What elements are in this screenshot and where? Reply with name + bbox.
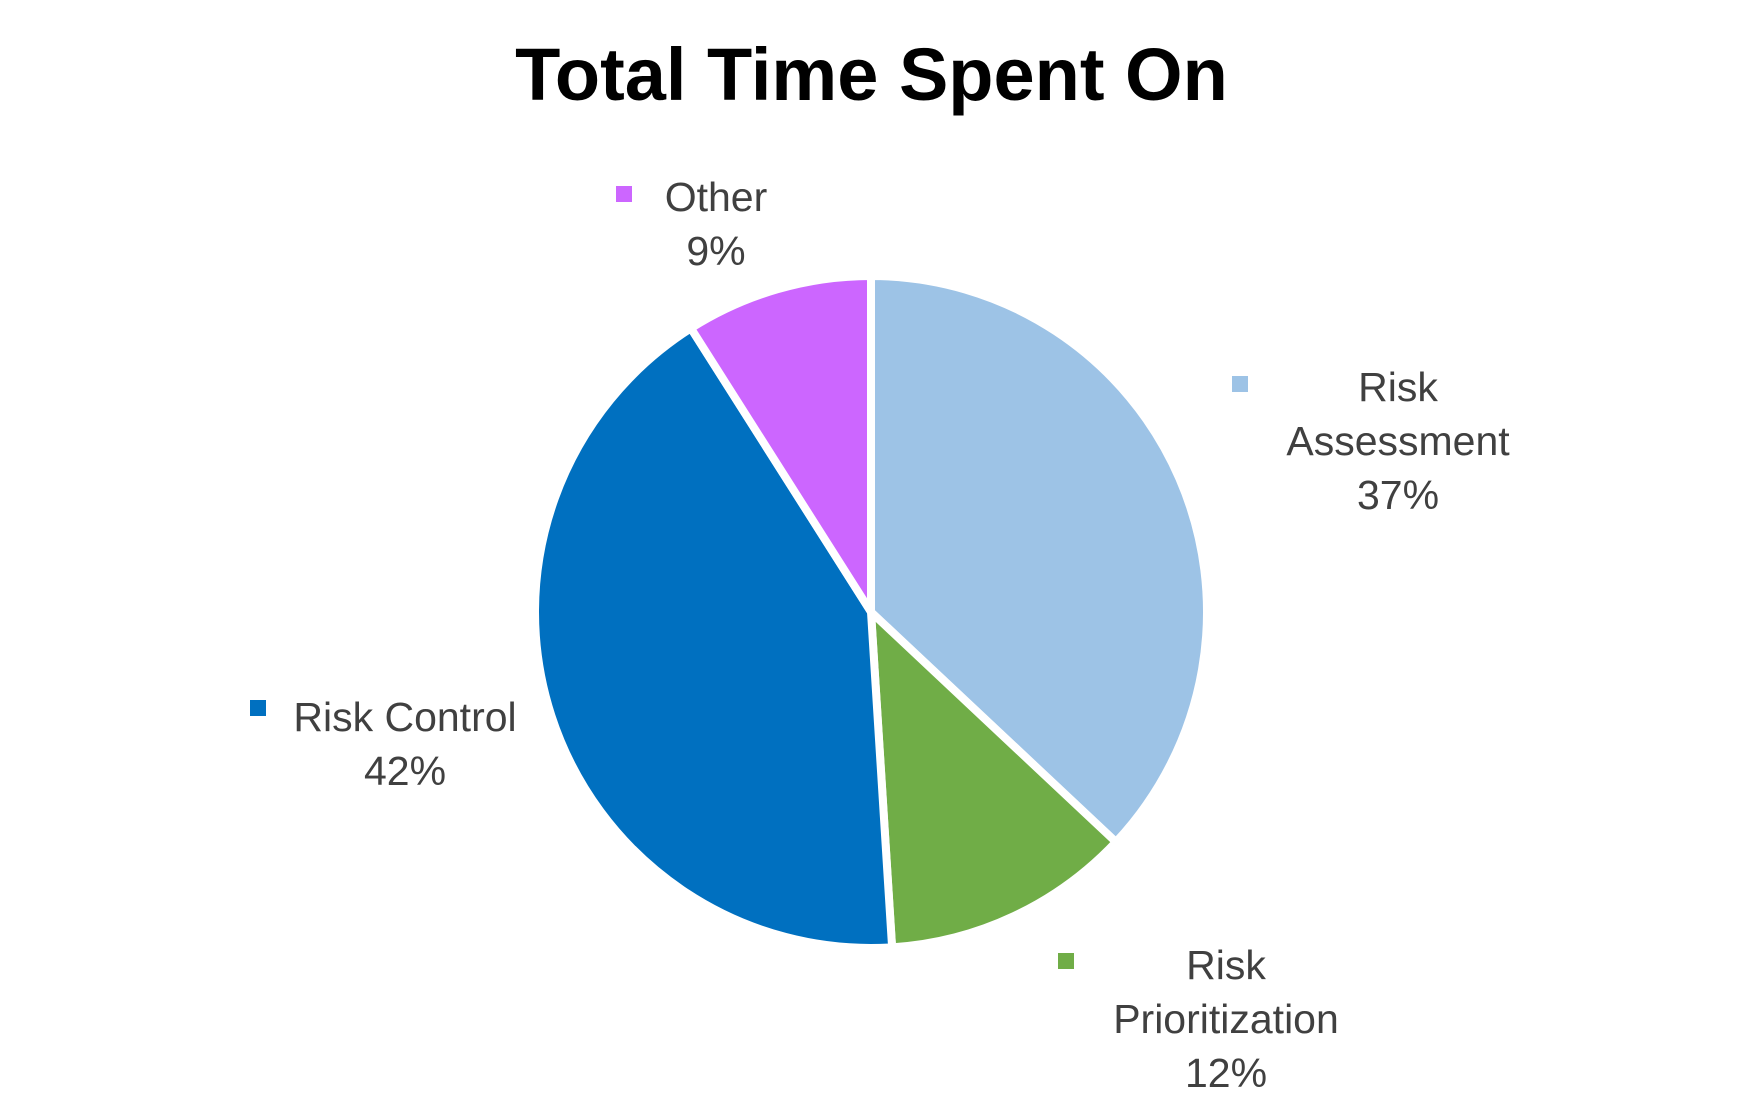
data-label-value: 42% (363, 748, 447, 794)
data-label-category: Other (664, 174, 768, 220)
data-label-value: 9% (686, 228, 746, 274)
data-label-category: Assessment (1286, 418, 1510, 464)
data-label-category: Risk Control (293, 694, 517, 740)
data-label-value: 37% (1356, 472, 1440, 518)
data-label-category: Prioritization (1113, 996, 1339, 1042)
pie-slice-risk-assessment (867, 272, 1211, 847)
data-label-risk-prioritization: Risk Prioritization 12% (1026, 938, 1426, 1100)
legend-marker-risk-assessment (1232, 376, 1248, 392)
data-label-category: Risk (1186, 942, 1266, 988)
legend-marker-other (616, 186, 632, 202)
data-label-other: Other 9% (516, 170, 916, 278)
pie-slice-other (686, 272, 875, 616)
chart-title: Total Time Spent On (515, 33, 1228, 116)
data-label-risk-control: Risk Control 42% (205, 690, 605, 798)
data-label-category: Risk (1358, 364, 1438, 410)
legend-marker-risk-prioritization (1058, 953, 1074, 969)
data-label-risk-assessment: Risk Assessment 37% (1198, 360, 1598, 522)
pie-slice-risk-control (531, 324, 897, 952)
pie-slice-risk-prioritization (867, 608, 1120, 952)
data-label-value: 12% (1184, 1050, 1268, 1096)
legend-marker-risk-control (250, 700, 266, 716)
